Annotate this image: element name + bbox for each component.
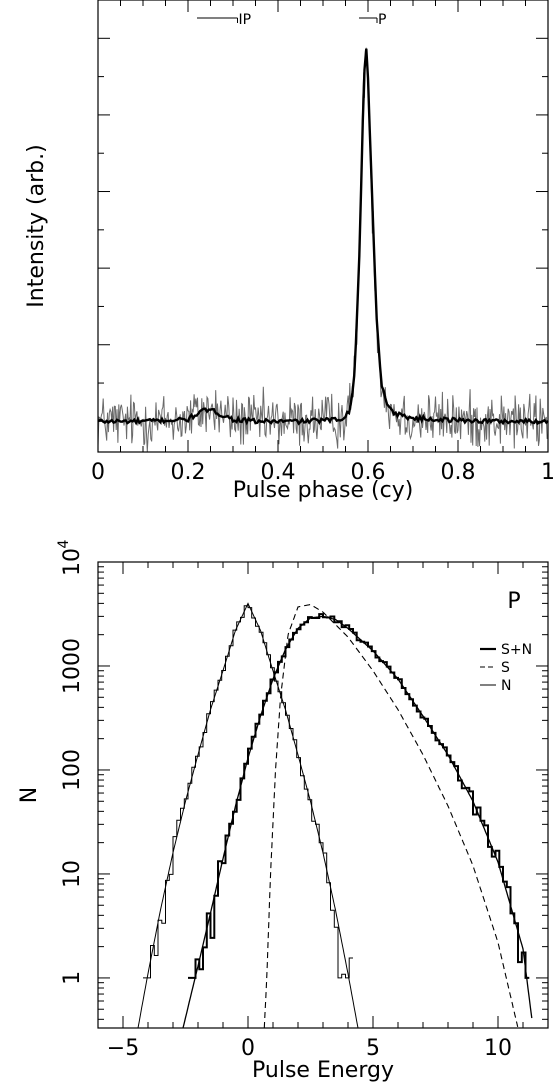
bottom-x-tick-label: 0 bbox=[241, 1036, 255, 1061]
noise-model-curve bbox=[137, 602, 359, 1028]
signal-noise-histogram bbox=[188, 613, 530, 979]
top-y-axis-label: Intensity (arb.) bbox=[24, 144, 49, 307]
top-x-tick-label: 0.8 bbox=[441, 460, 476, 485]
noise-histogram bbox=[143, 605, 353, 979]
top-plot-frame bbox=[97, 0, 549, 453]
bottom-x-tick-label: 10 bbox=[484, 1036, 512, 1061]
bottom-y-tick-exponent: 4 bbox=[56, 539, 72, 548]
bottom-y-axis-label: N bbox=[17, 787, 42, 803]
top-smoothed-profile-path bbox=[97, 48, 549, 426]
bottom-curves bbox=[137, 602, 533, 1028]
top-panel: 0 0.2 0.4 0.6 0.8 1 IP P Pulse phase (cy) Inte… bbox=[24, 0, 555, 503]
top-noisy-profile-line bbox=[97, 47, 549, 452]
bottom-y-tick-label: 1000 bbox=[60, 638, 85, 694]
bottom-y-tick-label: 1 bbox=[60, 971, 85, 985]
top-x-tick-label: 0.6 bbox=[351, 460, 386, 485]
bottom-plot-frame bbox=[97, 561, 549, 1029]
bottom-x-tick-labels: −5 0 5 10 bbox=[107, 1036, 512, 1061]
annotation-label: P bbox=[378, 12, 386, 28]
bottom-x-axis-label: Pulse Energy bbox=[252, 1058, 394, 1083]
top-x-tick-label: 0 bbox=[91, 460, 105, 485]
bottom-axis-ticks bbox=[97, 561, 549, 1028]
top-annotations: IP P bbox=[197, 12, 386, 28]
top-axis-ticks bbox=[97, 0, 549, 452]
top-smoothed-profile-line bbox=[97, 48, 549, 426]
top-x-tick-label: 0.4 bbox=[261, 460, 296, 485]
bottom-x-tick-label: −5 bbox=[107, 1036, 139, 1061]
top-x-axis-label: Pulse phase (cy) bbox=[233, 478, 414, 503]
top-x-tick-labels: 0 0.2 0.4 0.6 0.8 1 bbox=[91, 460, 555, 485]
bottom-y-tick-label: 10 bbox=[60, 860, 85, 888]
top-x-tick-label: 0.2 bbox=[171, 460, 206, 485]
legend-label: N bbox=[501, 678, 511, 694]
legend-label: S bbox=[501, 660, 510, 676]
bottom-x-tick-label: 5 bbox=[366, 1036, 380, 1061]
top-x-tick-label: 1 bbox=[541, 460, 555, 485]
bottom-y-tick-label: 10 bbox=[60, 548, 85, 576]
legend-label: S+N bbox=[501, 642, 532, 658]
annotation-label: IP bbox=[239, 12, 252, 28]
signal-noise-model-curve bbox=[182, 615, 533, 1028]
bottom-panel-label: P bbox=[507, 589, 520, 614]
top-noisy-profile-path bbox=[97, 47, 549, 452]
signal-model-curve bbox=[263, 604, 519, 1028]
bottom-y-tick-label: 100 bbox=[60, 749, 85, 791]
bottom-legend: S+N SN bbox=[480, 642, 532, 694]
